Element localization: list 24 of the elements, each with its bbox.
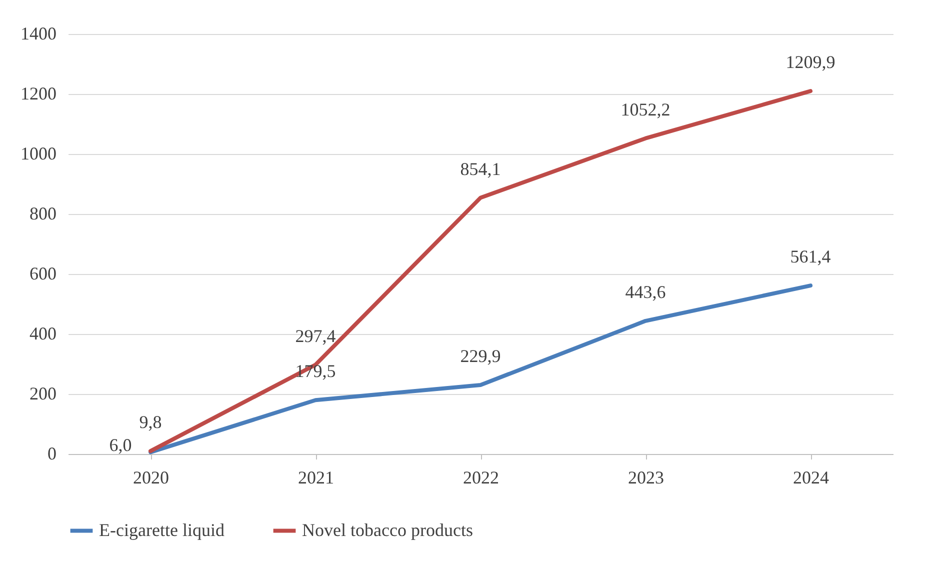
y-tick-label: 0 [48, 444, 56, 464]
data-label: 443,6 [625, 282, 666, 302]
x-tick-label: 2022 [463, 468, 499, 488]
data-label: 9,8 [139, 412, 162, 432]
legend-label: Novel tobacco products [302, 520, 473, 540]
x-tick-label: 2021 [298, 468, 334, 488]
x-tick-label: 2023 [628, 468, 664, 488]
data-label: 561,4 [790, 246, 831, 267]
y-tick-label: 800 [30, 204, 56, 224]
x-tick-label: 2024 [793, 468, 829, 488]
data-label: 854,1 [460, 158, 501, 179]
data-label: 297,4 [295, 326, 336, 346]
y-tick-label: 600 [30, 264, 56, 284]
y-tick-label: 200 [30, 384, 56, 404]
x-tick-label: 2020 [133, 468, 169, 488]
data-label: 1209,9 [786, 52, 836, 72]
y-tick-label: 1000 [20, 144, 56, 164]
legend-label: E-cigarette liquid [99, 520, 224, 540]
data-label: 1052,2 [620, 99, 670, 120]
data-label: 229,9 [460, 346, 501, 366]
y-tick-label: 1200 [20, 84, 56, 104]
y-tick-label: 1400 [20, 24, 56, 44]
data-label: 6,0 [109, 435, 132, 456]
y-tick-label: 400 [30, 324, 56, 344]
